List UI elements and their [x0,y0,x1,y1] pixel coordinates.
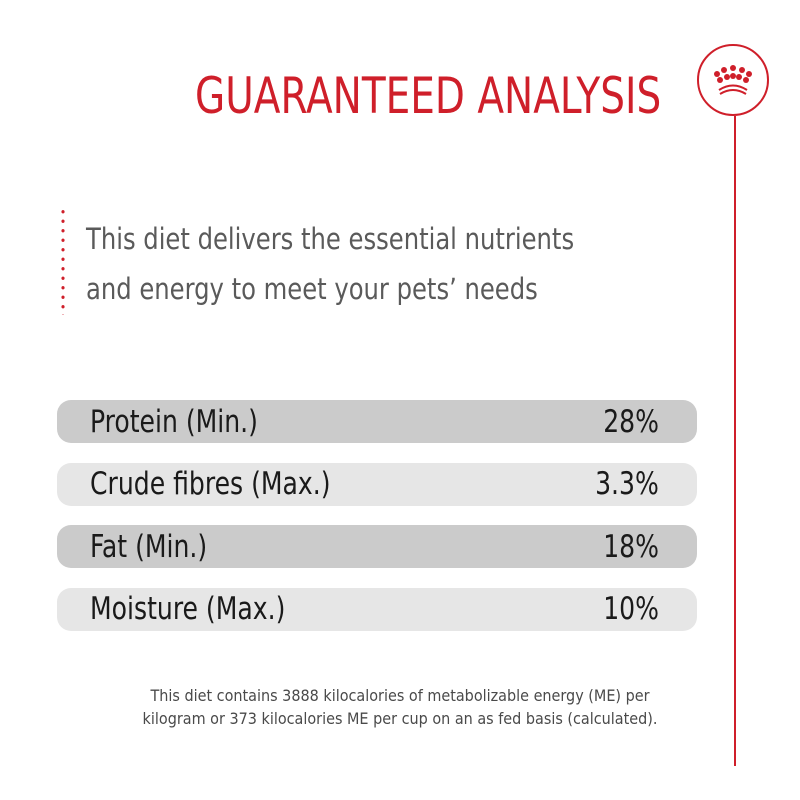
decorative-vertical-line [734,116,736,766]
analysis-value: 3.3% [595,466,659,502]
intro-text: This diet delivers the essential nutrien… [86,214,663,314]
analysis-row-moisture: Moisture (Max.) 10% [57,587,697,631]
analysis-label: Fat (Min.) [90,528,208,565]
analysis-table: Protein (Min.) 28% Crude fibres (Max.) 3… [57,400,697,650]
analysis-row-crude-fibres: Crude fibres (Max.) 3.3% [57,462,697,506]
page-title: GUARANTEED ANALYSIS [195,67,662,125]
crown-icon [714,65,752,95]
analysis-row-fat: Fat (Min.) 18% [57,525,697,568]
decorative-dotted-line [61,207,65,315]
intro-line-1: This diet delivers the essential nutrien… [86,222,575,256]
energy-footnote: This diet contains 3888 kilocalories of … [60,684,740,730]
brand-logo [697,44,769,116]
analysis-value: 28% [603,403,659,440]
analysis-label: Moisture (Max.) [90,591,286,627]
footnote-line-2: kilogram or 373 kilocalories ME per cup … [142,709,658,728]
analysis-label: Crude fibres (Max.) [90,466,331,502]
footnote-line-1: This diet contains 3888 kilocalories of … [150,686,650,705]
analysis-row-protein: Protein (Min.) 28% [57,400,697,443]
analysis-value: 10% [603,591,659,627]
analysis-value: 18% [603,528,659,565]
intro-line-2: and energy to meet your pets’ needs [86,272,538,306]
analysis-label: Protein (Min.) [90,403,258,440]
